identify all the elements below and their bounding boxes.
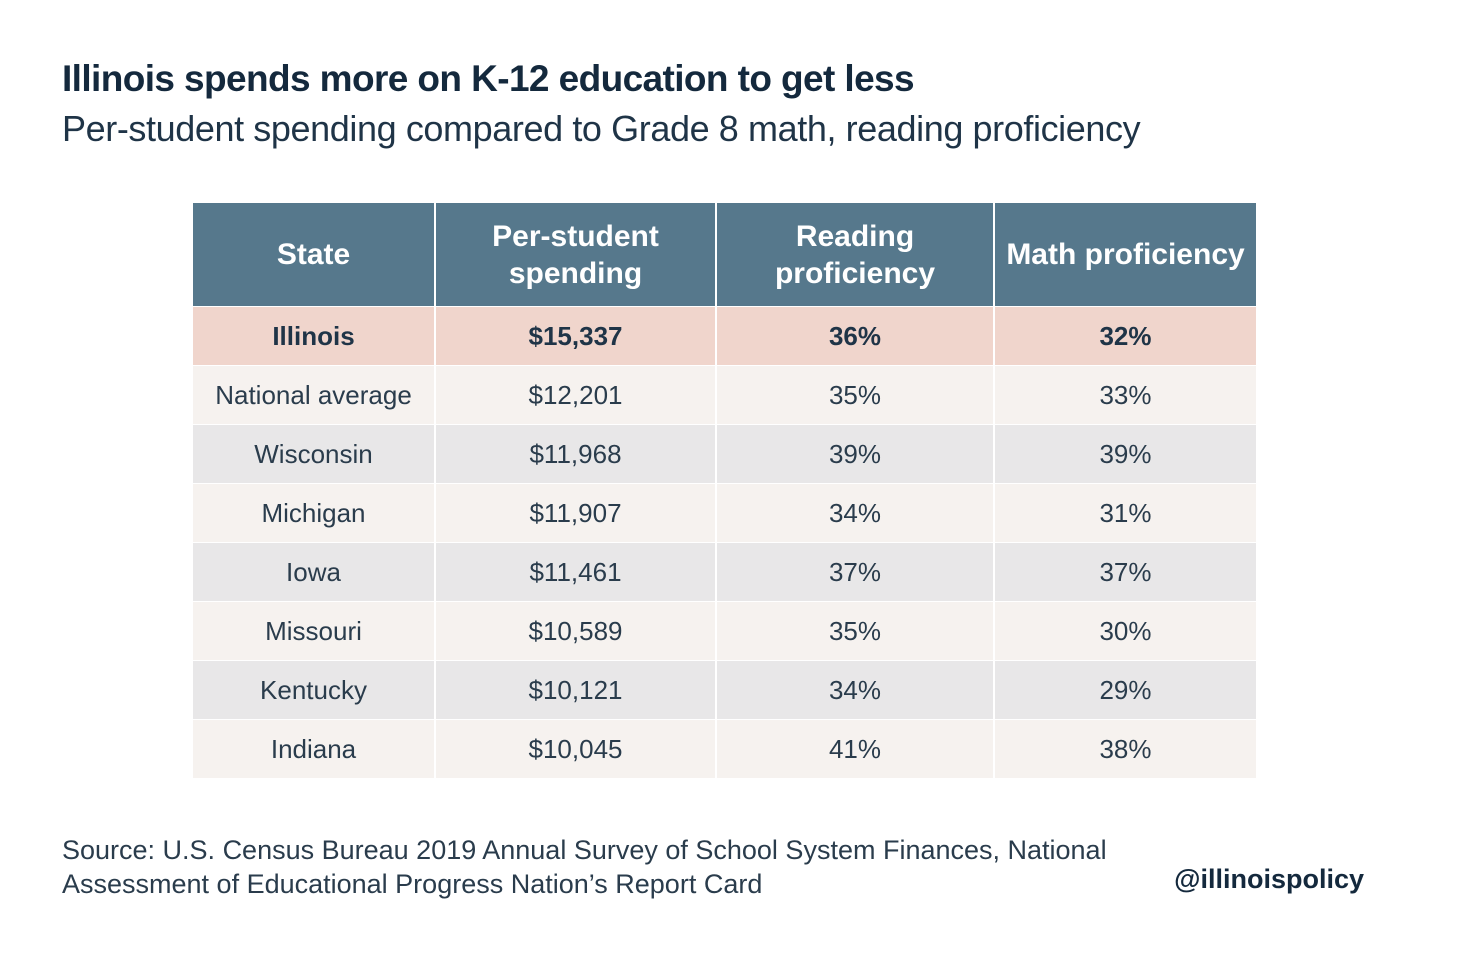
header-reading-proficiency: Reading proficiency <box>715 203 994 307</box>
cell-state: Indiana <box>193 719 435 778</box>
cell-state: Wisconsin <box>193 424 435 484</box>
cell-state: Iowa <box>193 542 435 602</box>
table-row-wisconsin: Wisconsin $11,968 39% 39% <box>193 424 1256 484</box>
cell-spending: $12,201 <box>434 365 716 425</box>
header-state: State <box>193 203 435 307</box>
chart-subtitle: Per-student spending compared to Grade 8… <box>62 108 1141 149</box>
cell-spending: $10,045 <box>434 719 716 778</box>
cell-math: 32% <box>993 306 1256 366</box>
cell-math: 37% <box>993 542 1256 602</box>
table-row-national-average: National average $12,201 35% 33% <box>193 365 1256 425</box>
cell-reading: 36% <box>715 306 994 366</box>
table-header: State Per-student spending Reading profi… <box>193 203 1256 307</box>
chart-title: Illinois spends more on K-12 education t… <box>62 58 915 99</box>
cell-math: 29% <box>993 660 1256 720</box>
cell-reading: 34% <box>715 483 994 543</box>
header-row: State Per-student spending Reading profi… <box>193 203 1256 307</box>
header-per-student-spending: Per-student spending <box>434 203 716 307</box>
cell-reading: 37% <box>715 542 994 602</box>
cell-math: 33% <box>993 365 1256 425</box>
table-row-michigan: Michigan $11,907 34% 31% <box>193 483 1256 543</box>
table-row-kentucky: Kentucky $10,121 34% 29% <box>193 660 1256 720</box>
cell-reading: 34% <box>715 660 994 720</box>
cell-spending: $11,461 <box>434 542 716 602</box>
cell-state: Illinois <box>193 306 435 366</box>
cell-spending: $11,907 <box>434 483 716 543</box>
cell-state: Missouri <box>193 601 435 661</box>
cell-reading: 39% <box>715 424 994 484</box>
cell-reading: 35% <box>715 365 994 425</box>
cell-math: 31% <box>993 483 1256 543</box>
cell-reading: 35% <box>715 601 994 661</box>
cell-spending: $10,121 <box>434 660 716 720</box>
social-handle: @illinoispolicy <box>1174 864 1364 894</box>
table-row-missouri: Missouri $10,589 35% 30% <box>193 601 1256 661</box>
cell-state: Kentucky <box>193 660 435 720</box>
header-math-proficiency: Math proficiency <box>993 203 1256 307</box>
cell-math: 38% <box>993 719 1256 778</box>
cell-spending: $11,968 <box>434 424 716 484</box>
spending-proficiency-table: State Per-student spending Reading profi… <box>193 203 1256 778</box>
cell-state: Michigan <box>193 483 435 543</box>
cell-reading: 41% <box>715 719 994 778</box>
source-line-1: Source: U.S. Census Bureau 2019 Annual S… <box>62 835 1107 865</box>
table-body: Illinois $15,337 36% 32% National averag… <box>193 306 1256 778</box>
source-note: Source: U.S. Census Bureau 2019 Annual S… <box>62 833 1152 901</box>
table-row-iowa: Iowa $11,461 37% 37% <box>193 542 1256 602</box>
cell-spending: $10,589 <box>434 601 716 661</box>
cell-math: 39% <box>993 424 1256 484</box>
cell-math: 30% <box>993 601 1256 661</box>
cell-state: National average <box>193 365 435 425</box>
table-row-indiana: Indiana $10,045 41% 38% <box>193 719 1256 778</box>
source-line-2: Assessment of Educational Progress Natio… <box>62 869 763 899</box>
cell-spending: $15,337 <box>434 306 716 366</box>
table-row-illinois: Illinois $15,337 36% 32% <box>193 306 1256 366</box>
